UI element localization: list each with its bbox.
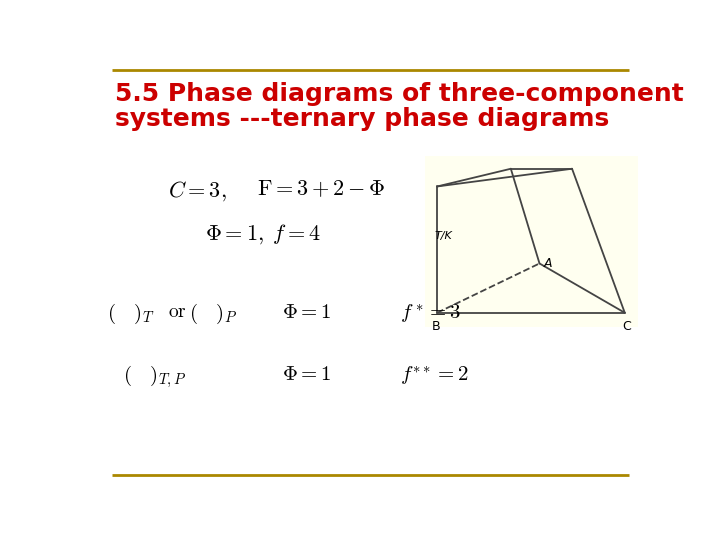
Bar (425, 156, 638, 327)
Text: $f^* = 3$: $f^* = 3$ (400, 302, 462, 325)
Text: $(\quad)_T$: $(\quad)_T$ (107, 302, 155, 326)
Text: systems ---ternary phase diagrams: systems ---ternary phase diagrams (114, 107, 609, 131)
Text: C: C (622, 320, 631, 333)
Text: A: A (544, 257, 553, 270)
Text: $\mathit{\Phi} = 1$: $\mathit{\Phi} = 1$ (282, 363, 331, 383)
Text: $(\quad)_{T,P}$: $(\quad)_{T,P}$ (122, 363, 186, 390)
Text: $C = 3,$: $C = 3,$ (168, 179, 226, 202)
Text: $\mathrm{F} = 3 + 2 - \mathit{\Phi}$: $\mathrm{F} = 3 + 2 - \mathit{\Phi}$ (256, 179, 385, 199)
Text: $\mathrm{or}$: $\mathrm{or}$ (168, 302, 186, 321)
Text: 5.5 Phase diagrams of three-component: 5.5 Phase diagrams of three-component (114, 82, 683, 106)
Text: B: B (431, 320, 440, 333)
Text: $(\quad)_P$: $(\quad)_P$ (189, 302, 238, 326)
Text: $\mathit{\Phi} = 1$: $\mathit{\Phi} = 1$ (282, 302, 331, 322)
Text: $\mathit{\Phi} = 1, \; f = 4$: $\mathit{\Phi} = 1, \; f = 4$ (204, 222, 321, 246)
Text: T/K: T/K (434, 231, 452, 241)
Text: $f^{**} = 2$: $f^{**} = 2$ (400, 363, 469, 387)
